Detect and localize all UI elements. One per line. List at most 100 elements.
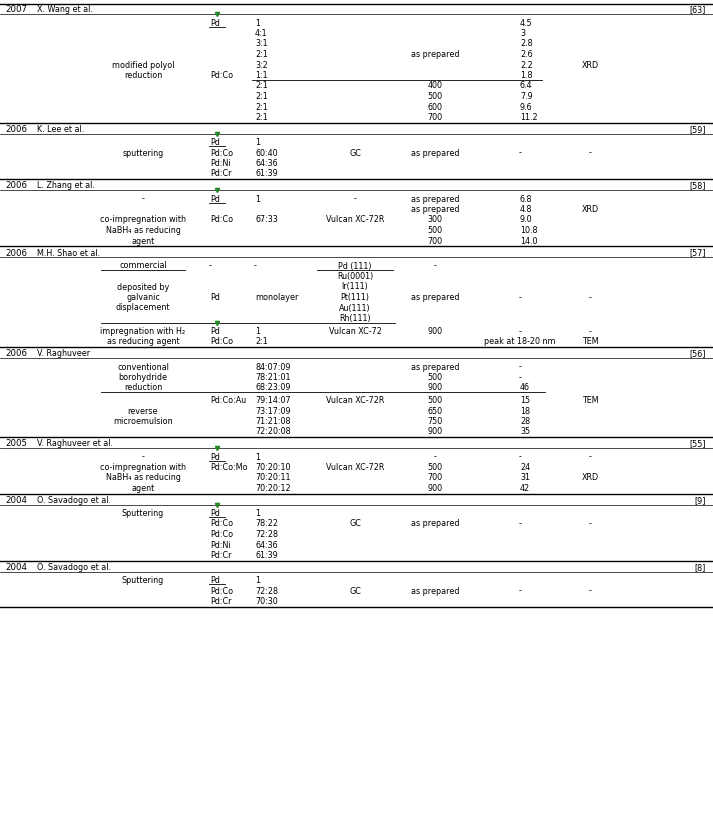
Text: 4.8: 4.8 [520, 205, 533, 214]
Text: 10.8: 10.8 [520, 226, 538, 235]
Text: TEM: TEM [582, 396, 598, 405]
Text: borohydride: borohydride [118, 373, 168, 382]
Text: peak at 18-20 nm: peak at 18-20 nm [484, 337, 555, 347]
Text: NaBH₄ as reducing: NaBH₄ as reducing [106, 226, 180, 235]
Text: Pd:Co: Pd:Co [210, 149, 233, 158]
Text: as prepared: as prepared [411, 587, 459, 596]
Text: 500: 500 [427, 463, 443, 472]
Text: 2.8: 2.8 [520, 40, 533, 48]
Text: -: - [209, 262, 212, 271]
Text: -: - [518, 453, 521, 461]
Text: 500: 500 [427, 92, 443, 101]
Text: 3:1: 3:1 [255, 40, 267, 48]
Text: 9.6: 9.6 [520, 102, 533, 111]
Text: as prepared: as prepared [411, 293, 459, 302]
Text: 300: 300 [428, 215, 443, 224]
Text: as prepared: as prepared [411, 194, 459, 204]
Text: NaBH₄ as reducing: NaBH₄ as reducing [106, 474, 180, 483]
Text: 400: 400 [428, 81, 443, 91]
Text: 500: 500 [427, 396, 443, 405]
Text: [59]: [59] [689, 125, 706, 134]
Text: 1: 1 [255, 194, 260, 204]
Text: 67:33: 67:33 [255, 215, 278, 224]
Text: -: - [588, 327, 592, 336]
Text: TEM: TEM [582, 337, 598, 347]
Text: 2007: 2007 [5, 6, 27, 14]
Text: 70:20:12: 70:20:12 [255, 484, 291, 493]
Text: Vulcan XC-72R: Vulcan XC-72R [326, 463, 384, 472]
Text: 1: 1 [255, 509, 260, 518]
Text: Pd: Pd [210, 293, 220, 302]
Text: 70:20:11: 70:20:11 [255, 474, 290, 483]
Text: 1: 1 [255, 576, 260, 585]
Text: [63]: [63] [689, 6, 706, 14]
Text: 700: 700 [427, 237, 443, 245]
Text: 61:39: 61:39 [255, 551, 278, 560]
Text: 2004: 2004 [5, 496, 27, 505]
Text: XRD: XRD [581, 474, 598, 483]
Text: Pd:Co: Pd:Co [210, 519, 233, 529]
Text: -: - [588, 293, 592, 302]
Text: -: - [518, 362, 521, 371]
Text: 7.9: 7.9 [520, 92, 533, 101]
Text: 9.0: 9.0 [520, 215, 533, 224]
Text: 700: 700 [427, 474, 443, 483]
Text: Rh(111): Rh(111) [339, 314, 371, 323]
Text: 4:1: 4:1 [255, 29, 267, 38]
Text: 1:1: 1:1 [255, 71, 267, 80]
Text: GC: GC [349, 587, 361, 596]
Text: 2006: 2006 [5, 125, 27, 134]
Text: 2.6: 2.6 [520, 50, 533, 59]
Text: displacement: displacement [116, 303, 170, 312]
Text: galvanic: galvanic [126, 293, 160, 302]
Text: 14.0: 14.0 [520, 237, 538, 245]
Text: XRD: XRD [581, 61, 598, 70]
Text: 2:1: 2:1 [255, 81, 268, 91]
Text: 900: 900 [427, 427, 443, 436]
Text: 4.5: 4.5 [520, 18, 533, 27]
Text: V. Raghuveer: V. Raghuveer [37, 350, 90, 358]
Text: Pd: Pd [210, 327, 220, 336]
Text: conventional: conventional [117, 362, 169, 371]
Text: 68:23:09: 68:23:09 [255, 383, 290, 392]
Text: 28: 28 [520, 417, 530, 426]
Text: 15: 15 [520, 396, 530, 405]
Text: Pd:Co: Pd:Co [210, 337, 233, 347]
Text: reduction: reduction [124, 383, 162, 392]
Text: 900: 900 [427, 383, 443, 392]
Text: Pd: Pd [210, 509, 220, 518]
Text: 64:36: 64:36 [255, 540, 277, 549]
Text: 3:2: 3:2 [255, 61, 268, 70]
Text: microemulsion: microemulsion [113, 417, 173, 426]
Text: 18: 18 [520, 406, 530, 416]
Text: -: - [142, 194, 145, 204]
Text: 2:1: 2:1 [255, 113, 268, 122]
Text: Pd: Pd [210, 138, 220, 147]
Text: Vulcan XC-72: Vulcan XC-72 [329, 327, 381, 336]
Text: reduction: reduction [124, 71, 162, 80]
Text: GC: GC [349, 519, 361, 529]
Text: monolayer: monolayer [255, 293, 298, 302]
Text: 2006: 2006 [5, 181, 27, 190]
Text: impregnation with H₂: impregnation with H₂ [101, 327, 185, 336]
Text: Sputtering: Sputtering [122, 576, 164, 585]
Text: -: - [588, 519, 592, 529]
Text: Vulcan XC-72R: Vulcan XC-72R [326, 396, 384, 405]
Text: 1.8: 1.8 [520, 71, 533, 80]
Text: 2006: 2006 [5, 248, 27, 258]
Text: -: - [518, 587, 521, 596]
Text: as prepared: as prepared [411, 519, 459, 529]
Text: as prepared: as prepared [411, 362, 459, 371]
Text: 700: 700 [427, 113, 443, 122]
Text: 11.2: 11.2 [520, 113, 538, 122]
Text: Pd:Cr: Pd:Cr [210, 551, 232, 560]
Text: M.H. Shao et al.: M.H. Shao et al. [37, 248, 100, 258]
Text: 2:1: 2:1 [255, 102, 268, 111]
Text: Pd: Pd [210, 453, 220, 461]
Text: 900: 900 [427, 484, 443, 493]
Text: -: - [518, 519, 521, 529]
Text: 73:17:09: 73:17:09 [255, 406, 291, 416]
Text: [55]: [55] [689, 440, 706, 449]
Text: L. Zhang et al.: L. Zhang et al. [37, 181, 95, 190]
Text: 72:20:08: 72:20:08 [255, 427, 291, 436]
